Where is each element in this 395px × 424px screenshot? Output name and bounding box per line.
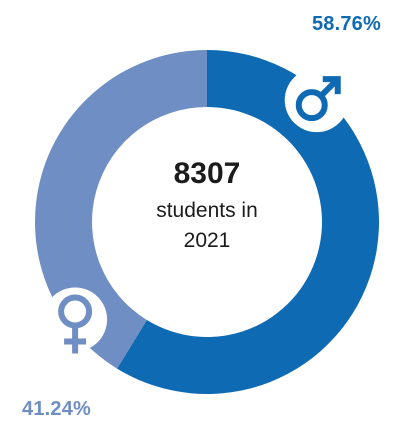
gender-badges [43, 68, 349, 354]
center-summary: 8307 students in 2021 [107, 155, 307, 256]
donut-slice-male [117, 50, 379, 394]
student-count-caption: students in 2021 [156, 199, 258, 252]
female-symbol-icon [43, 287, 108, 354]
male-symbol-icon [284, 68, 349, 133]
student-count: 8307 [173, 157, 241, 190]
male-percentage-label: 58.76% [311, 13, 381, 35]
female-percentage-label: 41.24% [22, 398, 92, 420]
